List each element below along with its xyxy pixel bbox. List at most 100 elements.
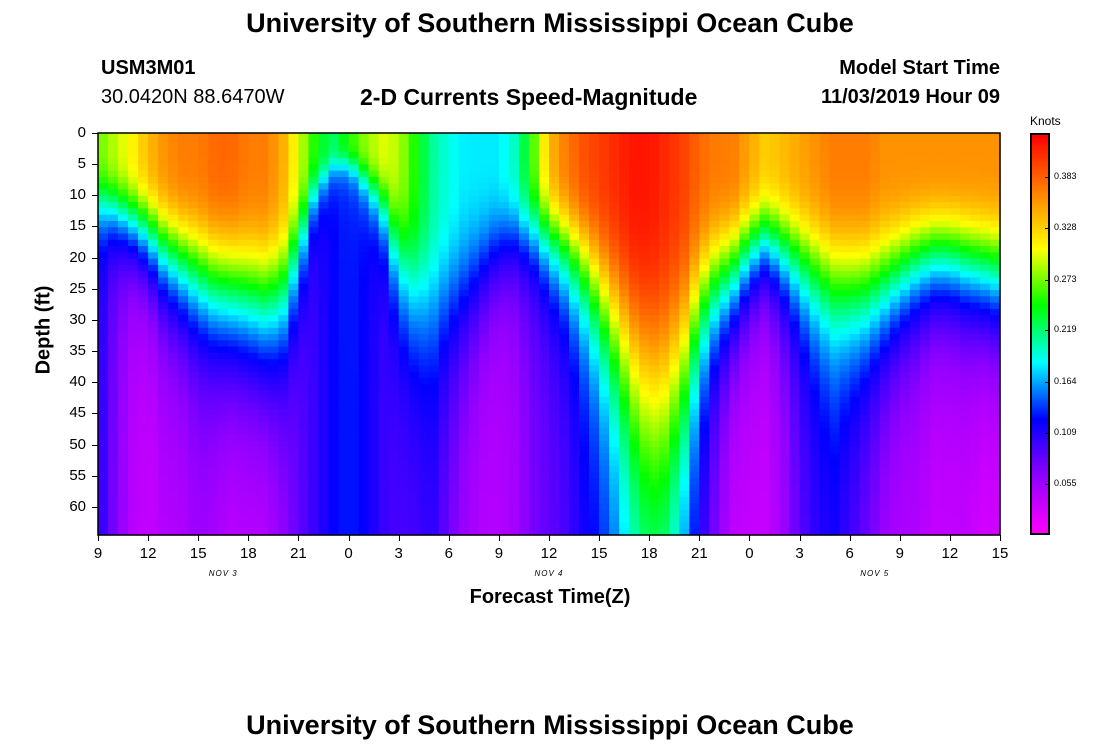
heatmap-cell xyxy=(528,365,540,373)
heatmap-cell xyxy=(659,497,670,505)
heatmap-cell xyxy=(308,334,320,341)
heatmap-cell xyxy=(418,403,430,410)
heatmap-cell xyxy=(338,346,350,354)
heatmap-cell xyxy=(799,239,811,247)
heatmap-cell xyxy=(699,390,710,398)
heatmap-cell xyxy=(188,277,199,285)
heatmap-cell xyxy=(218,189,229,197)
heatmap-cell xyxy=(258,409,269,417)
heatmap-cell xyxy=(839,227,851,235)
heatmap-cell xyxy=(799,516,811,524)
heatmap-cell xyxy=(118,516,129,524)
heatmap-cell xyxy=(108,447,119,454)
heatmap-cell xyxy=(358,176,370,184)
heatmap-cell xyxy=(158,377,169,385)
heatmap-cell xyxy=(829,453,841,461)
heatmap-cell xyxy=(809,359,821,367)
heatmap-cell xyxy=(819,503,831,511)
heatmap-cell xyxy=(569,233,580,241)
heatmap-cell xyxy=(799,308,811,316)
heatmap-cell xyxy=(368,183,380,191)
heatmap-cell xyxy=(268,189,279,197)
heatmap-cell xyxy=(649,220,660,228)
heatmap-cell xyxy=(248,528,259,536)
heatmap-cell xyxy=(128,315,139,323)
heatmap-cell xyxy=(488,315,500,323)
heatmap-cell xyxy=(178,371,189,379)
heatmap-cell xyxy=(799,264,811,272)
heatmap-cell xyxy=(839,290,851,297)
heatmap-cell xyxy=(458,302,470,310)
heatmap-cell xyxy=(288,509,300,517)
heatmap-cell xyxy=(488,359,500,367)
heatmap-cell xyxy=(458,346,470,354)
heatmap-cell xyxy=(238,195,249,203)
heatmap-cell xyxy=(819,296,831,304)
heatmap-cell xyxy=(328,409,340,417)
heatmap-cell xyxy=(508,202,520,209)
heatmap-cell xyxy=(849,246,861,253)
heatmap-cell xyxy=(368,371,380,379)
heatmap-cell xyxy=(669,246,680,253)
heatmap-cell xyxy=(448,327,460,335)
heatmap-cell xyxy=(679,264,690,272)
heatmap-cell xyxy=(108,352,119,360)
heatmap-cell xyxy=(859,302,871,310)
heatmap-cell xyxy=(268,202,279,209)
heatmap-cell xyxy=(408,233,420,241)
heatmap-cell xyxy=(669,359,680,367)
heatmap-cell xyxy=(859,258,871,266)
heatmap-cell xyxy=(719,415,730,423)
heatmap-cell xyxy=(579,258,590,266)
heatmap-cell xyxy=(659,239,670,247)
heatmap-cell xyxy=(639,233,650,241)
heatmap-cell xyxy=(408,503,420,511)
heatmap-cell xyxy=(869,516,881,524)
heatmap-cell xyxy=(368,170,380,178)
heatmap-cell xyxy=(518,478,530,486)
heatmap-cell xyxy=(218,377,229,385)
heatmap-cell xyxy=(158,459,169,467)
heatmap-cell xyxy=(468,239,480,247)
heatmap-cell xyxy=(809,465,821,473)
heatmap-cell xyxy=(108,459,119,467)
heatmap-cell xyxy=(839,296,851,304)
heatmap-cell xyxy=(528,459,540,467)
heatmap-cell xyxy=(619,459,630,467)
heatmap-cell xyxy=(158,440,169,448)
heatmap-cell xyxy=(258,308,269,316)
heatmap-cell xyxy=(368,315,380,323)
heatmap-cell xyxy=(619,522,630,530)
heatmap-cell xyxy=(759,133,771,140)
heatmap-cell xyxy=(378,202,390,209)
heatmap-cell xyxy=(398,220,410,228)
heatmap-cell xyxy=(428,478,440,486)
heatmap-cell xyxy=(779,384,791,392)
heatmap-cell xyxy=(428,465,440,473)
heatmap-cell xyxy=(358,465,370,473)
heatmap-cell xyxy=(288,522,300,530)
heatmap-cell xyxy=(378,352,390,360)
heatmap-cell xyxy=(639,503,650,511)
heatmap-cell xyxy=(819,465,831,473)
heatmap-cell xyxy=(218,359,229,367)
heatmap-cell xyxy=(639,390,650,398)
heatmap-cell xyxy=(729,321,741,329)
heatmap-cell xyxy=(679,189,690,197)
heatmap-cell xyxy=(799,195,811,203)
heatmap-cell xyxy=(559,453,570,461)
heatmap-cell xyxy=(298,296,310,304)
heatmap-cell xyxy=(448,264,460,272)
heatmap-cell xyxy=(298,302,310,310)
heatmap-cell xyxy=(258,246,269,253)
heatmap-cell xyxy=(729,277,741,285)
heatmap-cell xyxy=(619,195,630,203)
heatmap-cell xyxy=(789,503,801,511)
heatmap-cell xyxy=(98,409,109,417)
heatmap-cell xyxy=(599,214,610,222)
heatmap-cell xyxy=(298,478,310,486)
heatmap-cell xyxy=(829,239,841,247)
heatmap-cell xyxy=(589,334,600,341)
heatmap-cell xyxy=(869,151,881,159)
heatmap-cell xyxy=(799,246,811,253)
